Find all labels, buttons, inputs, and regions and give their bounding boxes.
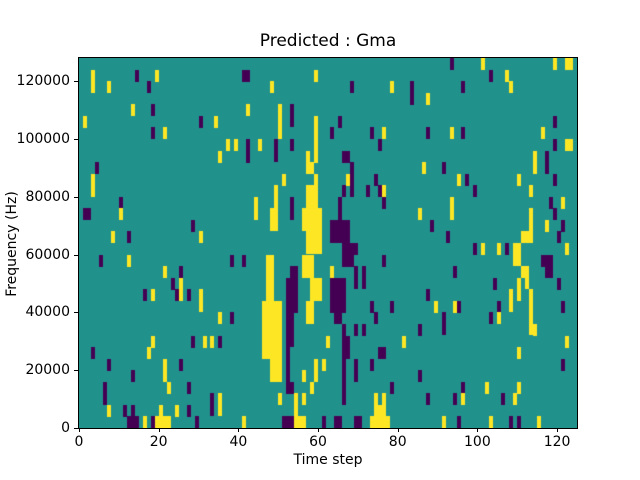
x-tick-label: 80 [388,434,407,450]
x-tick-mark [318,428,320,432]
y-tick-label: 20000 [25,362,70,379]
x-tick-mark [397,428,399,432]
x-axis-label: Time step [293,452,363,468]
x-tick-mark [79,428,80,432]
y-tick-mark [74,428,78,429]
y-tick-mark [74,254,78,256]
plot-area [78,57,578,429]
y-tick-mark [74,370,78,372]
x-tick-label: 60 [309,434,327,450]
y-tick-label: 120000 [16,73,70,90]
x-tick-label: 0 [74,434,84,450]
x-tick-mark [238,428,240,432]
y-tick-mark [74,81,78,83]
y-tick-mark [74,312,78,314]
x-tick-label: 120 [543,434,571,450]
y-tick-label: 40000 [25,304,70,321]
chart-title: Predicted : Gma [259,31,397,51]
x-tick-label: 100 [464,434,491,450]
y-tick-label: 60000 [25,246,70,263]
x-tick-mark [158,428,160,432]
y-tick-mark [74,196,78,198]
y-tick-mark [74,138,78,140]
x-tick-label: 40 [229,434,248,450]
y-tick-label: 0 [61,420,70,436]
y-tick-label: 100000 [16,130,70,147]
x-tick-mark [477,428,479,432]
x-tick-mark [557,428,559,432]
heatmap-canvas [79,58,577,428]
x-tick-label: 20 [149,434,168,450]
y-tick-label: 80000 [25,188,70,205]
y-axis-label: Frequency (Hz) [4,191,20,297]
